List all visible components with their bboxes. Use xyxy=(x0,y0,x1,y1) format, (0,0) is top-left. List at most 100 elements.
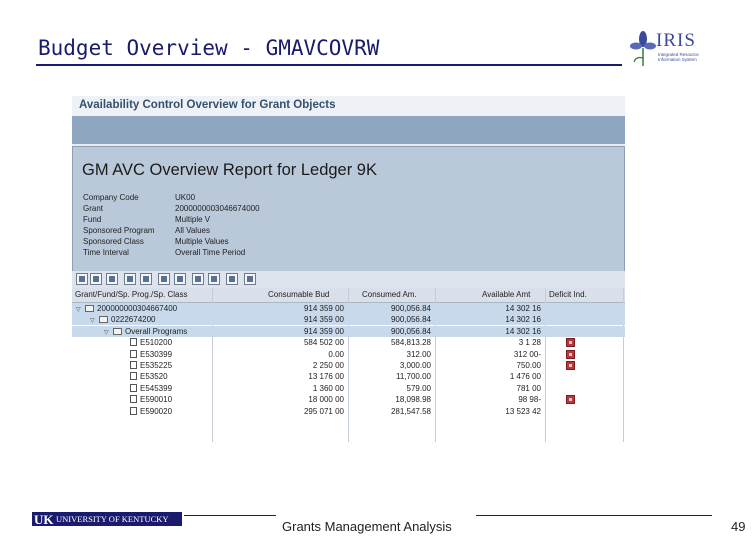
table-row[interactable]: E53520 13 176 00 11,700.00 1 476 00 xyxy=(72,371,625,382)
row-label-cell: ▽ Overall Programs xyxy=(104,327,187,336)
graphic-icon[interactable] xyxy=(226,273,238,285)
param-sponsored-program: Sponsored Program All Values xyxy=(83,225,210,235)
expand-toggle-icon[interactable]: ▽ xyxy=(76,307,81,313)
expand-all-icon[interactable] xyxy=(90,273,102,285)
row-label-cell: ▽ 0222674200 xyxy=(90,315,156,324)
page-number: 49 xyxy=(731,519,746,534)
consumable-budget-cell: 2 250 00 xyxy=(312,361,344,370)
print-icon[interactable] xyxy=(124,273,136,285)
row-label-cell: ▽ 200000000304667400 xyxy=(76,304,177,313)
overview-tree-grid: Grant/Fund/Sp. Prog./Sp. Class Consumabl… xyxy=(72,288,625,442)
available-amount-cell: 14 302 16 xyxy=(505,326,541,336)
consumed-amount-cell: 900,056.84 xyxy=(390,326,431,336)
col-header-available-amount[interactable]: Available Amt xyxy=(482,290,531,299)
deficit-alert-icon[interactable] xyxy=(566,395,575,405)
consumable-budget-cell: 1 360 00 xyxy=(312,383,344,393)
document-icon xyxy=(130,372,137,381)
logo-brand: IRIS xyxy=(656,30,696,51)
row-label: E530399 xyxy=(140,349,173,359)
spreadsheet-icon[interactable] xyxy=(174,273,186,285)
table-row[interactable]: E545399 1 360 00 579.00 781 00 xyxy=(72,383,625,394)
expand-toggle-icon[interactable]: ▽ xyxy=(90,318,95,325)
consumable-budget-cell: 584 502 00 xyxy=(303,338,344,348)
param-grant: Grant 2000000003046674000 xyxy=(83,203,260,213)
table-row[interactable]: ▽ 0222674200 914 359 00 900,056.84 14 302 16 xyxy=(72,314,625,326)
window-title: Availability Control Overview for Grant … xyxy=(79,99,336,111)
document-icon xyxy=(130,406,137,415)
available-amount-cell: 13 523 42 xyxy=(505,406,541,416)
row-label-cell: E535225 xyxy=(130,361,172,370)
consumed-amount-cell: 579.00 xyxy=(406,383,431,393)
table-row[interactable]: E530399 0.00 312.00 312 00- xyxy=(72,349,625,360)
consumable-budget-cell: 914 359 00 xyxy=(303,315,344,325)
consumed-amount-cell: 900,056.84 xyxy=(390,304,431,313)
consumed-amount-cell: 900,056.84 xyxy=(390,315,431,325)
col-header-object[interactable]: Grant/Fund/Sp. Prog./Sp. Class xyxy=(75,290,188,299)
sap-screenshot: Availability Control Overview for Grant … xyxy=(72,96,625,442)
info-icon[interactable] xyxy=(244,273,256,285)
choose-layout-icon[interactable] xyxy=(208,273,220,285)
expand-toggle-icon[interactable]: ▽ xyxy=(104,329,109,336)
row-label-cell: E590010 xyxy=(130,395,172,404)
consumable-budget-cell: 295 071 00 xyxy=(303,406,344,416)
consumable-budget-cell: 914 359 00 xyxy=(303,304,344,313)
collapse-all-icon[interactable] xyxy=(76,273,88,285)
consumed-amount-cell: 18,098.98 xyxy=(395,395,431,405)
row-label: E53520 xyxy=(140,372,168,382)
param-company-code: Company Code UK00 xyxy=(83,193,196,202)
header-band xyxy=(72,116,625,144)
table-row[interactable]: ▽ Overall Programs 914 359 00 900,056.84 14 … xyxy=(72,325,625,337)
col-header-consumable-budget[interactable]: Consumable Bud xyxy=(268,290,330,299)
consumed-amount-cell: 11,700.00 xyxy=(396,372,431,382)
deficit-alert-icon[interactable] xyxy=(566,349,575,359)
details-icon[interactable] xyxy=(106,273,118,285)
row-label-cell: E53520 xyxy=(130,372,168,381)
table-row[interactable]: ▽ 200000000304667400 914 359 00 900,056.84 1… xyxy=(72,303,625,314)
uk-logo: UK UNIVERSITY OF KENTUCKY xyxy=(32,512,182,527)
row-label: E590020 xyxy=(140,406,173,416)
footer-rule-right xyxy=(476,515,712,516)
table-row[interactable]: E510200 584 502 00 584,813.28 3 1 28 xyxy=(72,337,625,348)
document-icon xyxy=(130,338,137,347)
consumed-amount-cell: 281,547.58 xyxy=(390,406,431,416)
document-icon xyxy=(130,383,137,392)
logo-tagline: Integrated Resource Information System xyxy=(658,52,699,62)
window-titlebar: Availability Control Overview for Grant … xyxy=(72,96,625,116)
consumable-budget-cell: 914 359 00 xyxy=(303,326,344,336)
table-row[interactable]: E590020 295 071 00 281,547.58 13 523 42 xyxy=(72,406,625,417)
footer-rule-left xyxy=(184,515,276,516)
row-label: 200000000304667400 xyxy=(97,304,178,313)
consumed-amount-cell: 3,000.00 xyxy=(399,361,431,370)
available-amount-cell: 14 302 16 xyxy=(505,315,541,325)
row-label-cell: E590020 xyxy=(130,406,173,416)
find-icon[interactable] xyxy=(140,273,152,285)
uk-logo-name: UNIVERSITY OF KENTUCKY xyxy=(56,514,169,524)
available-amount-cell: 14 302 16 xyxy=(505,304,541,313)
col-header-deficit-indicator[interactable]: Deficit Ind. xyxy=(549,290,587,299)
consumable-budget-cell: 18 000 00 xyxy=(308,395,344,405)
row-label: E590010 xyxy=(140,395,173,405)
consumable-budget-cell: 13 176 00 xyxy=(308,372,344,382)
available-amount-cell: 1 476 00 xyxy=(509,372,541,382)
col-header-consumed-amount[interactable]: Consumed Am. xyxy=(362,290,417,299)
available-amount-cell: 781 00 xyxy=(516,383,541,393)
document-icon xyxy=(130,395,137,404)
iris-flower-icon xyxy=(630,31,656,66)
deficit-alert-icon[interactable] xyxy=(566,338,575,348)
report-parameters: Company Code UK00 Grant 200000000304667400… xyxy=(83,193,260,258)
folder-icon xyxy=(113,327,122,335)
table-row[interactable]: E535225 2 250 00 3,000.00 750.00 xyxy=(72,360,625,371)
table-row[interactable]: E590010 18 000 00 18,098.98 98 98- xyxy=(72,394,625,405)
export-icon[interactable] xyxy=(158,273,170,285)
layout-icon[interactable] xyxy=(192,273,204,285)
param-sponsored-class: Sponsored Class Multiple Values xyxy=(83,236,229,246)
row-label: 0222674200 xyxy=(111,315,156,325)
row-label-cell: E530399 xyxy=(130,349,173,359)
document-icon xyxy=(130,361,137,369)
deficit-alert-icon[interactable] xyxy=(566,361,575,370)
row-label: E535225 xyxy=(140,361,173,370)
row-label: E545399 xyxy=(140,383,173,393)
title-underline xyxy=(36,64,622,66)
consumable-budget-cell: 0.00 xyxy=(328,349,344,359)
slide-title: Budget Overview - GMAVCOVRW xyxy=(38,36,380,60)
